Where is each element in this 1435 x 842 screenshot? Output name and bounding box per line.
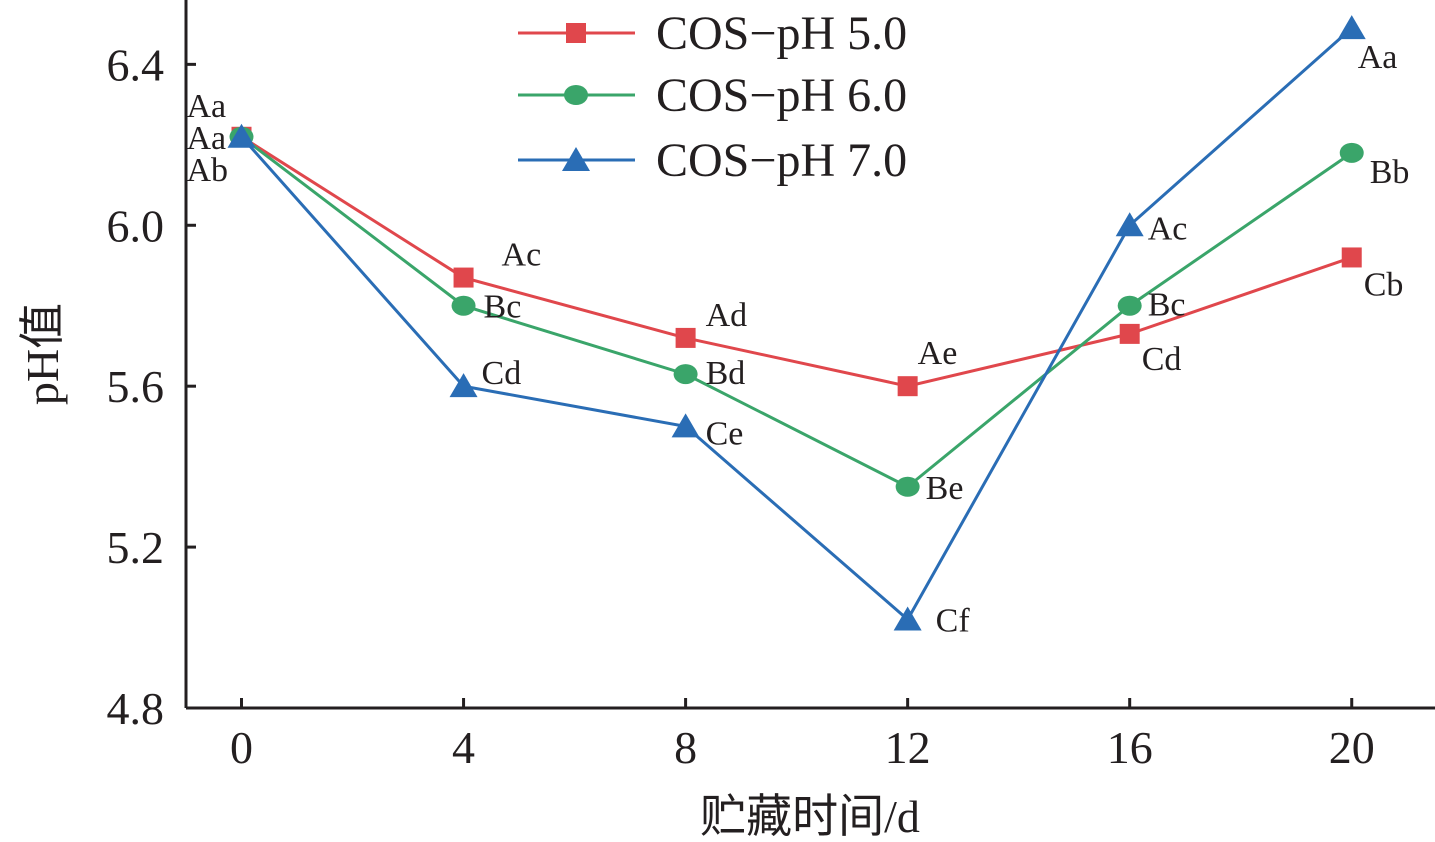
point-label-ph7: Ac [1148, 210, 1188, 247]
data-point-ph5 [453, 267, 474, 288]
x-tick-label: 12 [885, 722, 931, 773]
series-ph7 [227, 15, 1366, 631]
data-point-ph5 [897, 376, 918, 397]
point-label-ph6: Bb [1370, 154, 1410, 191]
point-label-ph6: Bd [706, 355, 746, 392]
y-axis-title: pH值 [17, 303, 68, 405]
data-point-ph6 [895, 476, 920, 497]
y-tick-label: 6.0 [107, 200, 165, 251]
series-layer [227, 15, 1366, 631]
point-label-ph7: Cf [936, 603, 971, 640]
legend-item-ph7: COS−pH 7.0 [518, 134, 907, 187]
data-point-ph6 [1339, 142, 1364, 163]
legend-label: COS−pH 5.0 [656, 7, 907, 60]
legend-marker [564, 85, 588, 105]
point-label-ph7: Ce [706, 415, 744, 452]
point-label-ph5: Ad [706, 297, 748, 334]
data-point-ph7 [893, 606, 922, 631]
legend: COS−pH 5.0 COS−pH 6.0 COS−pH 7.0 [518, 7, 907, 187]
y-tick-label: 5.2 [107, 522, 165, 573]
x-tick-label: 20 [1329, 722, 1375, 773]
data-point-ph6 [1117, 295, 1142, 316]
y-tick-label: 6.4 [107, 39, 165, 90]
x-tick-label: 8 [674, 722, 697, 773]
x-ticks: 0 4 8 12 16 20 [230, 698, 1375, 773]
axes [184, 0, 1435, 710]
data-point-ph7 [1115, 212, 1144, 237]
data-point-ph7 [671, 413, 700, 438]
y-tick-label: 5.6 [107, 361, 165, 412]
data-point-ph7 [227, 123, 256, 148]
data-point-ph5 [1119, 323, 1140, 344]
data-point-ph7 [449, 373, 478, 398]
data-point-ph5 [1341, 247, 1362, 268]
point-label-ph6: Bc [484, 289, 522, 326]
y-ticks: 4.8 5.2 5.6 6.0 6.4 [107, 39, 196, 734]
point-label-ph5: Cb [1364, 266, 1404, 303]
point-label-ph6: Aa [187, 120, 227, 157]
series-ph6 [229, 126, 1364, 497]
legend-item-ph6: COS−pH 6.0 [518, 69, 907, 122]
point-label-ph5: Ac [502, 237, 542, 274]
point-label-ph6: Be [926, 470, 964, 507]
series-line-ph6 [240, 135, 1353, 489]
point-label-ph6: Bc [1148, 287, 1186, 324]
point-labels: Aa Ac Ad Ae Cd Cb Aa Bc Bd Be Bc Bb Ab Cd Ce Cf Ac Aa [187, 39, 1410, 639]
x-tick-label: 16 [1107, 722, 1153, 773]
point-label-ph5: Ae [918, 335, 958, 372]
y-tick-label: 4.8 [107, 683, 165, 734]
x-axis-title: 贮藏时间/d [700, 791, 920, 842]
data-point-ph6 [451, 295, 476, 316]
legend-label: COS−pH 7.0 [656, 134, 907, 187]
x-tick-label: 4 [452, 722, 475, 773]
point-label-ph5: Aa [187, 88, 227, 125]
legend-marker [562, 147, 590, 171]
x-tick-label: 0 [230, 722, 253, 773]
legend-marker [566, 23, 586, 43]
point-label-ph7: Aa [1358, 39, 1398, 76]
legend-label: COS−pH 6.0 [656, 69, 907, 122]
series-line-ph7 [240, 27, 1353, 622]
data-point-ph7 [1337, 15, 1366, 40]
data-point-ph6 [673, 364, 698, 385]
point-label-ph7: Cd [482, 355, 522, 392]
data-point-ph5 [675, 327, 696, 348]
point-label-ph7: Ab [187, 152, 229, 189]
point-label-ph5: Cd [1142, 341, 1182, 378]
legend-item-ph5: COS−pH 5.0 [518, 7, 907, 60]
series-line-ph5 [240, 135, 1353, 388]
